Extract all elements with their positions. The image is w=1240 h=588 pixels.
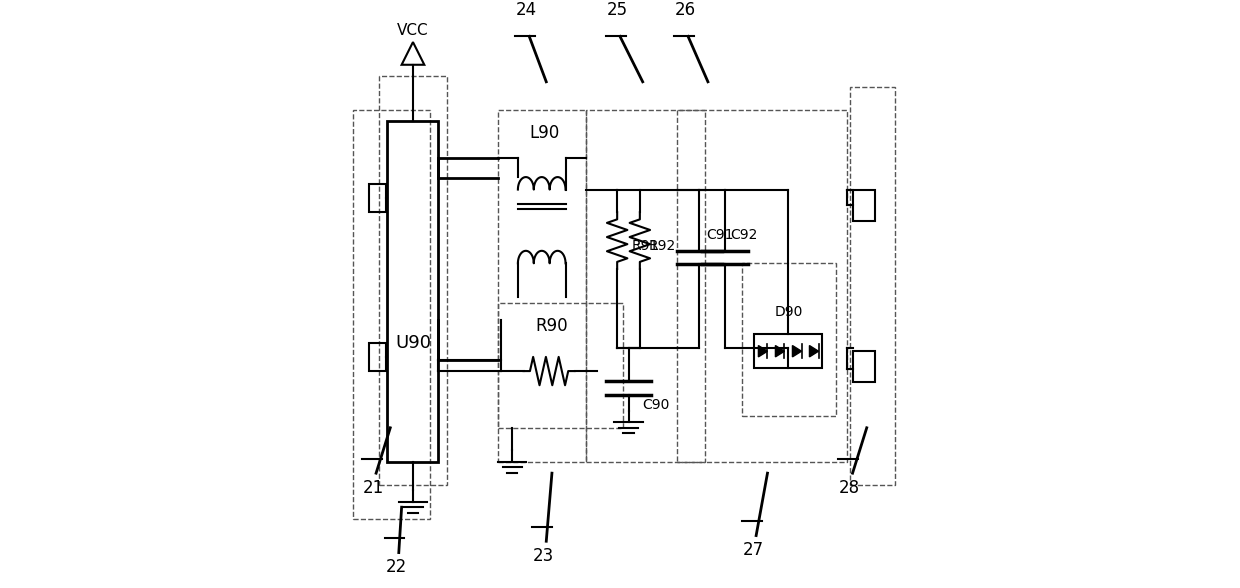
Text: 25: 25 <box>606 1 627 19</box>
Text: 27: 27 <box>743 541 764 559</box>
Text: 28: 28 <box>839 479 861 497</box>
Text: L90: L90 <box>529 124 559 142</box>
Text: U90: U90 <box>396 334 432 352</box>
Text: C91: C91 <box>707 228 734 242</box>
Text: 22: 22 <box>386 558 407 576</box>
Text: 21: 21 <box>362 479 384 497</box>
Polygon shape <box>775 346 785 357</box>
Polygon shape <box>792 346 801 357</box>
Text: C90: C90 <box>642 398 670 412</box>
Text: R92: R92 <box>649 239 676 253</box>
Text: 24: 24 <box>516 1 537 19</box>
Text: R90: R90 <box>534 317 568 335</box>
Polygon shape <box>810 346 818 357</box>
Text: 23: 23 <box>533 547 554 565</box>
Text: VCC: VCC <box>397 24 429 38</box>
Text: 26: 26 <box>675 1 696 19</box>
Polygon shape <box>759 346 768 357</box>
Text: R91: R91 <box>631 239 658 253</box>
Text: D90: D90 <box>774 305 802 319</box>
Text: C92: C92 <box>730 228 758 242</box>
